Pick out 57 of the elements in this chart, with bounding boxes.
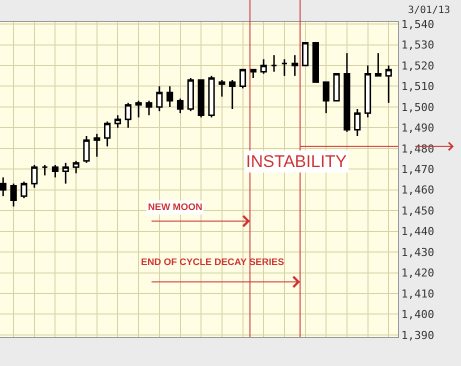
candlestick xyxy=(104,120,111,148)
candlestick xyxy=(114,114,122,128)
candlestick xyxy=(208,75,215,118)
y-tick-label: 1,510 xyxy=(401,80,434,94)
candlestick xyxy=(218,79,226,98)
candlestick xyxy=(52,164,59,178)
candlestick xyxy=(187,77,194,112)
candlestick xyxy=(176,98,184,114)
candlestick xyxy=(281,58,288,77)
candlestick xyxy=(31,164,38,189)
candlestick xyxy=(42,164,48,176)
candlestick xyxy=(20,180,28,199)
y-tick-label: 1,450 xyxy=(401,204,434,218)
candlestick xyxy=(250,68,256,79)
annotation: NEW MOON xyxy=(148,202,202,213)
candlestick xyxy=(62,162,69,184)
y-tick-label: 1,390 xyxy=(401,328,434,342)
candlestick xyxy=(146,100,152,116)
y-tick-label: 1,400 xyxy=(401,308,434,322)
y-tick-label: 1,490 xyxy=(401,122,434,135)
candlestick xyxy=(374,52,382,77)
candlestick xyxy=(322,81,330,114)
candlestick xyxy=(166,85,174,108)
y-tick-label: 1,520 xyxy=(401,59,434,72)
candlestick xyxy=(292,54,298,77)
candlestick xyxy=(344,52,350,133)
y-tick-label: 1,460 xyxy=(401,184,434,197)
candlestick xyxy=(198,79,204,118)
y-tick-label: 1,420 xyxy=(401,266,434,280)
candlestick xyxy=(385,64,392,104)
candlestick xyxy=(333,73,340,102)
candlestick xyxy=(229,79,236,110)
candlestick xyxy=(10,182,17,208)
text: 3/01/13 xyxy=(408,5,450,16)
candlestick xyxy=(124,102,132,128)
y-tick-label: 1,470 xyxy=(401,162,434,176)
y-tick-label: 1,500 xyxy=(401,100,434,114)
candlestick xyxy=(302,42,309,66)
ref-line-label: INSTABILITY xyxy=(246,152,347,171)
y-tick-label: 1,430 xyxy=(401,246,434,259)
candlestick xyxy=(156,85,163,112)
y-tick-label: 1,410 xyxy=(401,287,434,300)
candlestick xyxy=(72,160,80,174)
candlestick xyxy=(354,108,361,137)
y-tick-label: 1,540 xyxy=(401,18,434,31)
candlestick xyxy=(0,176,6,197)
candlestick xyxy=(239,68,246,90)
candlestick xyxy=(83,135,90,164)
y-tick-label: 1,480 xyxy=(401,142,434,156)
candlestick xyxy=(270,54,278,72)
y-tick-label: 1,440 xyxy=(401,225,434,238)
y-tick-label: 1,530 xyxy=(401,38,434,52)
candlestick xyxy=(260,58,267,75)
candlestick xyxy=(135,100,142,118)
candlestick xyxy=(364,64,372,118)
candlestick xyxy=(94,133,100,158)
candlestick xyxy=(312,42,319,83)
